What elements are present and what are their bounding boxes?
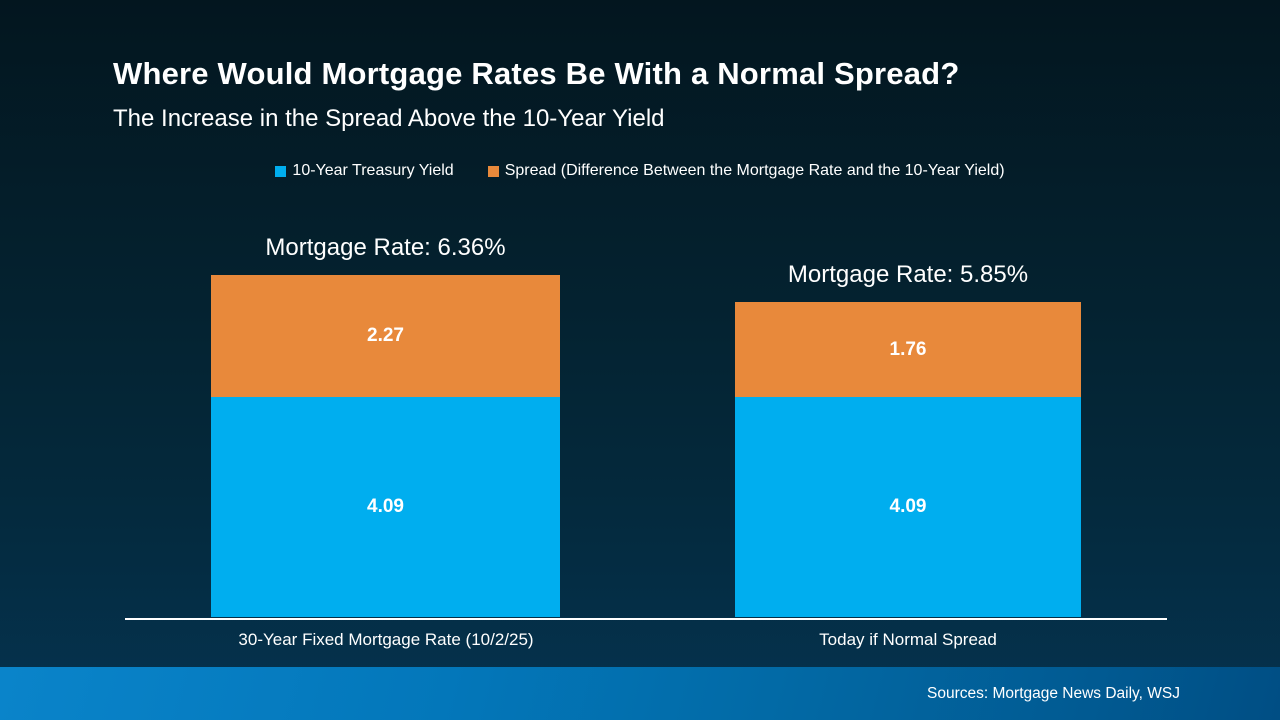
legend: 10-Year Treasury Yield Spread (Differenc… <box>0 162 1280 180</box>
x-axis-line <box>125 618 1167 620</box>
value-label-spread-normal: 1.76 <box>889 338 927 360</box>
value-label-treasury-normal: 4.09 <box>889 496 927 517</box>
bar-group-normal-spread: Mortgage Rate: 5.85% 1.76 4.09 <box>735 261 1081 617</box>
bar-segment-spread-normal: 1.76 <box>735 302 1081 397</box>
chart-subtitle: The Increase in the Spread Above the 10-… <box>113 105 665 132</box>
bar-group-current-rate: Mortgage Rate: 6.36% 2.27 4.09 <box>211 234 560 617</box>
sources-text: Sources: Mortgage News Daily, WSJ <box>927 684 1180 702</box>
total-label-current: Mortgage Rate: 6.36% <box>265 234 506 261</box>
chart-title: Where Would Mortgage Rates Be With a Nor… <box>113 56 960 91</box>
legend-swatch-orange-icon <box>487 165 499 177</box>
category-label-current: 30-Year Fixed Mortgage Rate (10/2/25) <box>238 630 534 649</box>
legend-item-spread: Spread (Difference Between the Mortgage … <box>487 162 1005 180</box>
category-label-normal: Today if Normal Spread <box>819 630 997 649</box>
bar-segment-treasury-normal: 4.09 <box>735 397 1081 617</box>
legend-label-spread: Spread (Difference Between the Mortgage … <box>504 162 1005 179</box>
legend-item-treasury: 10-Year Treasury Yield <box>275 162 454 180</box>
bar-segment-spread-current: 2.27 <box>211 275 560 397</box>
legend-swatch-blue-icon <box>275 165 287 177</box>
bar-segment-treasury-current: 4.09 <box>211 397 560 617</box>
value-label-treasury-current: 4.09 <box>367 496 404 517</box>
footer-bar: Sources: Mortgage News Daily, WSJ <box>0 667 1280 720</box>
total-label-normal: Mortgage Rate: 5.85% <box>787 261 1029 288</box>
value-label-spread-current: 2.27 <box>367 325 404 346</box>
legend-label-treasury: 10-Year Treasury Yield <box>292 162 454 179</box>
